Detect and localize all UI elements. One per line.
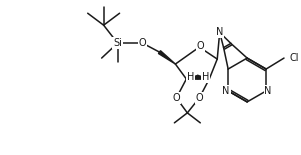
Polygon shape bbox=[197, 75, 209, 79]
Text: Cl: Cl bbox=[290, 53, 299, 63]
Text: O: O bbox=[172, 93, 180, 103]
Text: N: N bbox=[222, 86, 230, 96]
Text: O: O bbox=[195, 93, 203, 103]
Text: H: H bbox=[202, 72, 209, 82]
Text: N: N bbox=[265, 86, 272, 96]
Text: N: N bbox=[216, 27, 223, 37]
Polygon shape bbox=[158, 51, 175, 64]
Text: Si: Si bbox=[113, 38, 122, 48]
Text: O: O bbox=[197, 41, 204, 51]
Polygon shape bbox=[186, 75, 199, 79]
Text: O: O bbox=[139, 38, 146, 48]
Text: H: H bbox=[187, 72, 194, 82]
